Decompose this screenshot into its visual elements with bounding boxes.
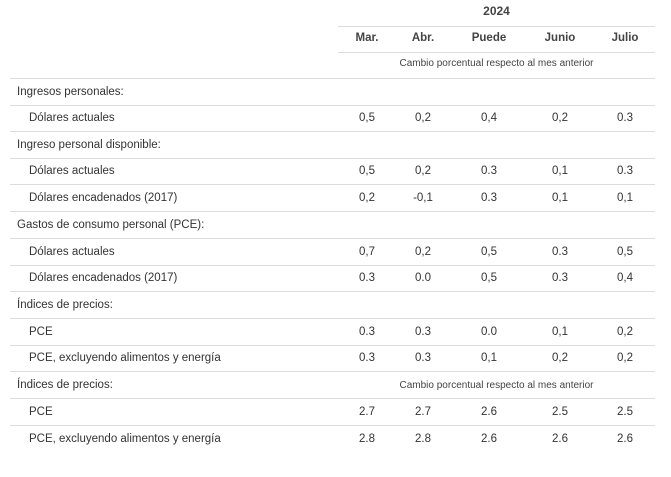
cell-junio: 0,1 [552, 192, 568, 204]
cell-junio: 0,1 [552, 326, 568, 338]
cell-abr: 0.0 [415, 272, 431, 284]
row-label: Dólares encadenados (2017) [29, 192, 178, 204]
section-subtitle: Cambio porcentual respecto al mes anteri… [399, 380, 594, 391]
table-row-section: Ingreso personal disponible: [0, 133, 671, 159]
cell-mar: 0,2 [359, 192, 375, 204]
cell-mar: 2.8 [359, 433, 375, 445]
row-label: Dólares encadenados (2017) [29, 272, 178, 284]
table-subtitle: Cambio porcentual respecto al mes anteri… [399, 58, 594, 69]
table-row: PCE, excluyendo alimentos y energía 0.3 … [0, 346, 671, 372]
row-divider [10, 238, 655, 239]
cell-mar: 0.3 [359, 352, 375, 364]
cell-julio: 0,2 [617, 326, 633, 338]
table-row: Dólares actuales 0,5 0,2 0,4 0,2 0.3 [0, 106, 671, 132]
table-row: Dólares actuales 0,5 0,2 0.3 0,1 0.3 [0, 159, 671, 185]
column-header-abr: Abr. [411, 32, 435, 44]
row-divider [10, 265, 655, 266]
table-row: PCE 2.7 2.7 2.6 2.5 2.5 [0, 400, 671, 426]
cell-mar: 0.3 [359, 326, 375, 338]
year-divider [338, 26, 655, 27]
row-divider [10, 211, 655, 212]
section-label: Índices de precios: [17, 379, 113, 391]
row-label: PCE [29, 326, 53, 338]
row-divider [10, 345, 655, 346]
table-row: PCE, excluyendo alimentos y energía 2.8 … [0, 427, 671, 453]
row-divider [10, 398, 655, 399]
cell-junio: 0,2 [552, 352, 568, 364]
cell-puede: 0,5 [481, 246, 497, 258]
cell-mar: 0.3 [359, 272, 375, 284]
cell-mar: 2.7 [359, 406, 375, 418]
cell-julio: 0.3 [617, 112, 633, 124]
cell-junio: 0,2 [552, 112, 568, 124]
row-divider [10, 425, 655, 426]
table-row: Dólares encadenados (2017) 0.3 0.0 0,5 0… [0, 266, 671, 292]
row-label: Dólares actuales [29, 165, 115, 177]
cell-julio: 2.6 [617, 433, 633, 445]
row-label: PCE [29, 406, 53, 418]
cell-mar: 0,5 [359, 165, 375, 177]
section-label: Ingresos personales: [17, 86, 124, 98]
cell-abr: -0,1 [413, 192, 433, 204]
row-divider [10, 318, 655, 319]
row-label: PCE, excluyendo alimentos y energía [29, 433, 221, 445]
cell-abr: 2.8 [415, 433, 431, 445]
table-row-section: Gastos de consumo personal (PCE): [0, 213, 671, 239]
section-label: Ingreso personal disponible: [17, 139, 161, 151]
column-header-junio: Junio [544, 32, 576, 44]
row-divider [10, 105, 655, 106]
table-row: Dólares actuales 0,7 0,2 0,5 0.3 0,5 [0, 240, 671, 266]
cell-julio: 0,2 [617, 352, 633, 364]
subheader-divider [338, 52, 655, 53]
section-label: Índices de precios: [17, 299, 113, 311]
cell-abr: 2.7 [415, 406, 431, 418]
cell-puede: 0.3 [481, 165, 497, 177]
column-header-puede: Puede [471, 32, 507, 44]
cell-abr: 0.3 [415, 352, 431, 364]
cell-junio: 0.3 [552, 246, 568, 258]
cell-junio: 2.5 [552, 406, 568, 418]
row-label: Dólares actuales [29, 246, 115, 258]
cell-mar: 0,5 [359, 112, 375, 124]
cell-abr: 0,2 [415, 246, 431, 258]
cell-puede: 2.6 [481, 406, 497, 418]
row-divider [10, 78, 655, 79]
cell-julio: 0,5 [617, 246, 633, 258]
row-divider [10, 371, 655, 372]
table-row: Dólares encadenados (2017) 0,2 -0,1 0.3 … [0, 186, 671, 212]
cell-puede: 0,5 [481, 272, 497, 284]
year-heading: 2024 [483, 4, 510, 18]
cell-junio: 2.6 [552, 433, 568, 445]
row-divider [10, 158, 655, 159]
cell-julio: 2.5 [617, 406, 633, 418]
cell-abr: 0,2 [415, 165, 431, 177]
row-divider [10, 131, 655, 132]
cell-puede: 0,4 [481, 112, 497, 124]
row-label: Dólares actuales [29, 112, 115, 124]
cell-julio: 0,4 [617, 272, 633, 284]
section-label: Gastos de consumo personal (PCE): [17, 219, 205, 231]
row-label: PCE, excluyendo alimentos y energía [29, 352, 221, 364]
cell-abr: 0.3 [415, 326, 431, 338]
cell-junio: 0,1 [552, 165, 568, 177]
row-divider [10, 184, 655, 185]
row-divider [10, 291, 655, 292]
cell-julio: 0.3 [617, 165, 633, 177]
column-header-mar: Mar. [355, 32, 379, 44]
table-row-section: Índices de precios: [0, 293, 671, 319]
cell-abr: 0,2 [415, 112, 431, 124]
table-row-section: Ingresos personales: [0, 80, 671, 106]
column-header-julio: Julio [611, 32, 639, 44]
cell-puede: 0.0 [481, 326, 497, 338]
cell-julio: 0,1 [617, 192, 633, 204]
cell-puede: 0,1 [481, 352, 497, 364]
cell-junio: 0.3 [552, 272, 568, 284]
cell-mar: 0,7 [359, 246, 375, 258]
table-row-section: Índices de precios: Cambio porcentual re… [0, 373, 671, 399]
cell-puede: 0.3 [481, 192, 497, 204]
cell-puede: 2.6 [481, 433, 497, 445]
table-row: PCE 0.3 0.3 0.0 0,1 0,2 [0, 320, 671, 346]
